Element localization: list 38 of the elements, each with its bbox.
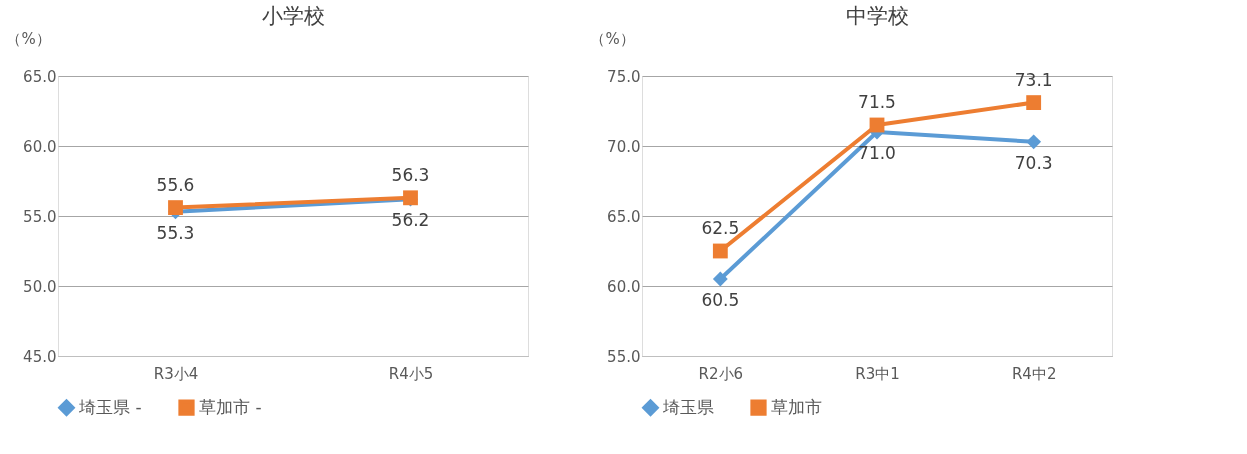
data-label: 71.5: [858, 92, 896, 112]
chart-title: 小学校: [261, 4, 325, 28]
point: [1026, 95, 1042, 111]
chart-title: 中学校: [845, 4, 909, 28]
legend-label: 埼玉県 -: [78, 396, 142, 417]
y-axis-title: （%）: [590, 29, 635, 48]
data-label: 70.3: [1014, 152, 1053, 173]
y-tick-label: 50.0: [23, 277, 57, 296]
point: [1026, 134, 1042, 150]
x-tick-label: R3小4: [153, 364, 199, 383]
x-tick-label: R3中1: [855, 364, 900, 383]
legend-label: 草加市 -: [199, 396, 262, 417]
y-tick-label: 55.0: [607, 347, 641, 366]
data-label: 73.1: [1014, 69, 1053, 90]
x-tick-label: R4小5: [388, 364, 434, 383]
legend-label: 草加市: [771, 396, 822, 417]
y-axis-title: （%）: [6, 29, 51, 48]
point: [712, 271, 728, 287]
y-tick-label: 60.0: [607, 277, 641, 296]
data-label: 55.3: [156, 222, 195, 243]
x-tick-label: R2小6: [698, 364, 744, 383]
data-label: 71.0: [858, 143, 896, 163]
y-tick-label: 75.0: [607, 67, 641, 86]
y-tick-label: 45.0: [23, 347, 57, 366]
point: [712, 243, 728, 259]
legend-label: 埼玉県: [662, 396, 714, 417]
y-tick-label: 60.0: [23, 137, 57, 156]
data-label: 55.6: [156, 174, 195, 195]
data-label: 60.5: [701, 290, 740, 310]
y-tick-label: 65.0: [23, 67, 57, 86]
data-label: 56.2: [391, 210, 430, 231]
y-tick-label: 65.0: [607, 207, 641, 226]
x-tick-label: R4中2: [1011, 364, 1057, 383]
point: [168, 200, 183, 216]
y-tick-label: 55.0: [23, 207, 57, 226]
data-label: 56.3: [391, 164, 430, 185]
data-label: 62.5: [701, 218, 740, 238]
y-tick-label: 70.0: [607, 137, 641, 156]
